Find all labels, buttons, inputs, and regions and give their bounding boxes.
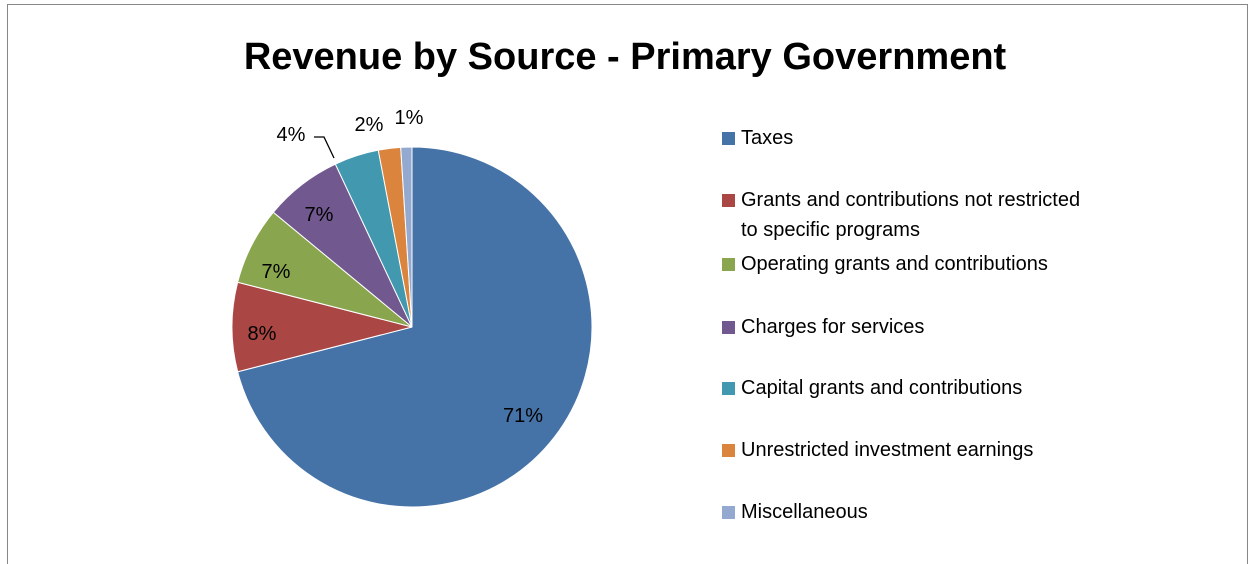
legend-label: Miscellaneous [741,501,868,523]
legend-item-5: Capital grants and contributions [722,373,1182,403]
legend-item-1: Taxes [722,123,1182,153]
legend-swatch [722,321,735,334]
label-leader-line [314,136,335,159]
slice-data-label-3: 7% [262,261,291,283]
chart-frame [7,4,1248,564]
pie-slice-7 [400,146,413,328]
legend-label: Taxes [741,127,794,149]
slice-data-label-5: 4% [277,124,306,146]
slice-data-label-4: 7% [305,204,334,226]
legend-label: Grants and contributions not restricted … [741,189,1081,241]
legend-item-2: Grants and contributions not restricted … [722,185,1182,245]
slice-data-label-1: 71% [503,405,543,427]
legend-swatch [722,132,735,145]
legend-item-3: Operating grants and contributions [722,249,1182,279]
legend-label: Charges for services [741,316,925,338]
legend-swatch [722,194,735,207]
legend-swatch [722,506,735,519]
pie-slice-1 [237,146,593,508]
legend-label: Capital grants and contributions [741,377,1023,399]
legend-swatch [722,444,735,457]
chart-title: Revenue by Source - Primary Government [243,36,1007,78]
legend-label: Unrestricted investment earnings [741,439,1034,461]
slice-data-label-2: 8% [248,323,277,345]
legend-swatch [722,382,735,395]
slice-data-label-6: 2% [355,114,384,136]
legend-label: Operating grants and contributions [741,253,1048,275]
legend-item-7: Miscellaneous [722,497,1182,527]
legend-item-6: Unrestricted investment earnings [722,435,1182,465]
legend-item-4: Charges for services [722,312,1182,342]
pie-slice-2 [231,281,413,373]
legend-swatch [722,258,735,271]
slice-data-label-7: 1% [395,107,424,129]
